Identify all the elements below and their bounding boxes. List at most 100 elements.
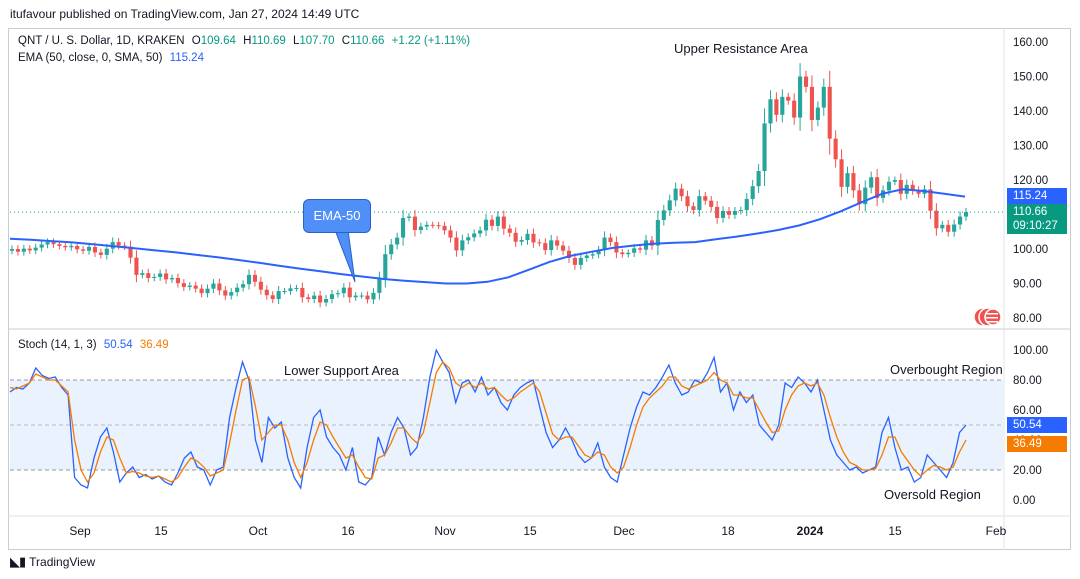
stoch-label[interactable]: Stoch (14, 1, 3) [18, 339, 97, 351]
candle-body [839, 159, 844, 187]
candle-body [466, 237, 471, 241]
candle-body [940, 224, 945, 229]
high-label: H [243, 35, 252, 47]
candle-body [531, 233, 536, 243]
candle-body [845, 173, 850, 187]
candle-body [756, 171, 761, 187]
candle-body [312, 295, 317, 300]
candle-body [679, 188, 684, 197]
candle-body [51, 242, 56, 245]
overbought-label: Overbought Region [890, 362, 1003, 377]
change-value: +1.22 (+1.11%) [391, 35, 471, 47]
candle-body [45, 242, 50, 245]
candle-body [483, 219, 489, 231]
low-value: 107.70 [299, 35, 335, 47]
candle-body [104, 248, 109, 255]
candle-body [869, 177, 874, 188]
candle-body [193, 285, 198, 289]
open-label: O [191, 35, 201, 47]
last-price-value: 110.66 [1013, 206, 1048, 218]
candle-body [430, 224, 435, 226]
candle-body [134, 257, 139, 275]
candle-body [732, 211, 737, 215]
candle-body [667, 200, 672, 211]
stoch-tick-label: 80.00 [1013, 375, 1042, 387]
candle-body [341, 287, 346, 294]
price-tick-label: 100.00 [1013, 244, 1048, 256]
candle-body [507, 228, 512, 233]
price-tick-label: 80.00 [1013, 313, 1042, 325]
candle-body [709, 200, 714, 207]
candle-body [489, 219, 495, 226]
candle-body [495, 216, 500, 226]
symbol-label[interactable]: QNT / U. S. Dollar, 1D, KRAKEN [18, 35, 185, 47]
candle-body [934, 210, 939, 229]
published-info: itufavour published on TradingView.com, … [10, 7, 360, 21]
stoch-k-box: 50.54 [1007, 417, 1067, 433]
candle-body [821, 86, 826, 108]
candle-body [389, 244, 394, 255]
candle-body [952, 224, 957, 232]
candle-body [963, 212, 969, 217]
price-legend[interactable]: QNT / U. S. Dollar, 1D, KRAKEN O109.64 H… [18, 35, 474, 47]
candle-body [833, 138, 838, 160]
candle-body [703, 196, 708, 201]
candle-body [128, 246, 133, 258]
candle-body [229, 292, 234, 296]
candle-body [211, 283, 216, 289]
candle-body [602, 237, 607, 251]
open-value: 109.64 [200, 35, 236, 47]
candle-body [886, 181, 892, 191]
time-tick-label: 15 [888, 524, 902, 538]
candle-body [353, 295, 358, 298]
candle-body [898, 180, 903, 194]
candle-body [584, 255, 589, 258]
stoch-k-line [9, 348, 967, 490]
stoch-legend[interactable]: Stoch (14, 1, 3) 50.54 36.49 [18, 339, 173, 351]
candle-body [33, 247, 38, 251]
candle-body [780, 96, 785, 115]
time-tick-label: Nov [434, 524, 455, 538]
brand-name[interactable]: TradingView [29, 555, 96, 569]
candle-body [241, 284, 246, 288]
candle-body [792, 100, 797, 118]
candle-body [762, 123, 767, 172]
candle-body [418, 226, 423, 231]
candle-body [750, 186, 755, 199]
ema-legend[interactable]: EMA (50, close, 0, SMA, 50) 115.24 [18, 52, 208, 64]
candle-body [519, 240, 524, 242]
tradingview-logo-icon[interactable]: ◣▮ [10, 554, 26, 569]
candle-body [86, 246, 92, 251]
candle-body [140, 273, 145, 275]
candle-body [63, 245, 68, 248]
candle-body [513, 232, 518, 242]
candle-body [158, 273, 163, 277]
flag-icon[interactable] [973, 307, 1002, 327]
candle-body [306, 297, 311, 300]
candle-body [146, 273, 151, 278]
candle-body [116, 242, 121, 246]
candle-body [15, 249, 20, 252]
candle-body [359, 295, 364, 297]
candle-body [857, 190, 862, 205]
candle-body [685, 196, 690, 207]
candle-body [406, 216, 412, 218]
ema-price-box: 115.24 [1007, 188, 1067, 204]
high-value: 110.69 [251, 35, 286, 47]
candle-body [152, 276, 157, 278]
candle-body [501, 216, 506, 229]
candle-body [377, 278, 382, 293]
candle-body [217, 283, 222, 291]
candle-body [270, 295, 275, 300]
candle-body [318, 295, 323, 303]
candle-body [288, 288, 293, 292]
candle-body [436, 225, 441, 227]
candle-body [661, 210, 666, 221]
candle-body [21, 248, 26, 252]
ema-label[interactable]: EMA (50, close, 0, SMA, 50) [18, 52, 163, 64]
stoch-d-line [9, 360, 967, 484]
stoch-tick-label: 0.00 [1013, 495, 1035, 507]
stoch-d-box: 36.49 [1007, 436, 1067, 452]
time-tick-label: 18 [721, 524, 735, 538]
